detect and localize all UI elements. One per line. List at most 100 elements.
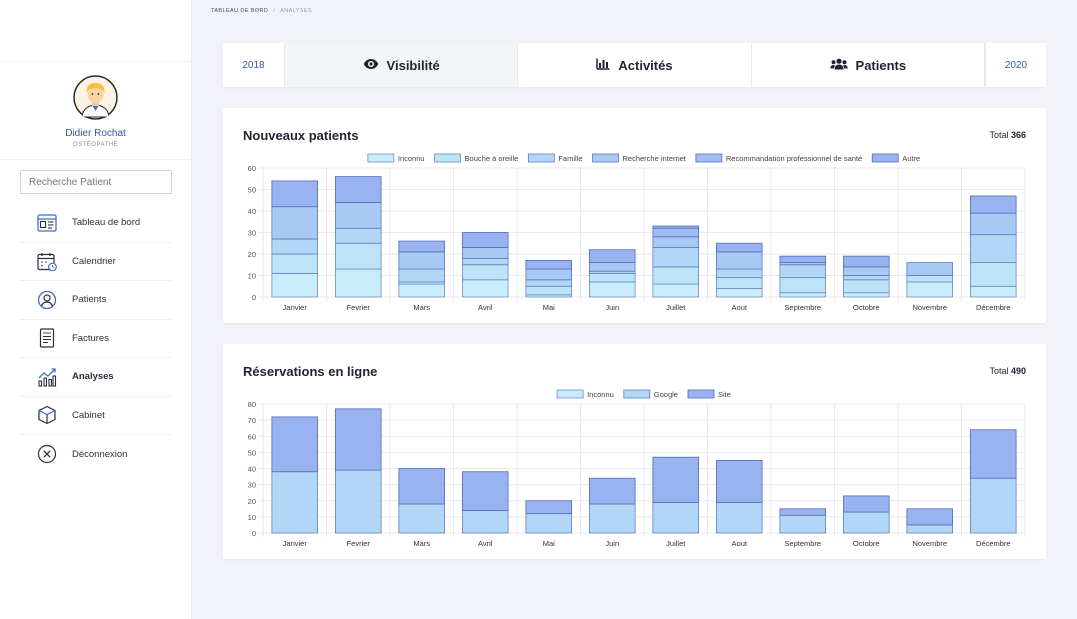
prev-year-button[interactable]: 2018 [223, 43, 285, 87]
x-tick-label: Fevrier [347, 539, 371, 548]
x-tick-label: Janvier [283, 539, 308, 548]
x-tick-label: Novembre [912, 303, 947, 312]
sidebar-item-cabinet[interactable]: Cabinet [20, 397, 171, 435]
bar-segment [842, 279, 890, 294]
sidebar-item-calendar[interactable]: Calendrier [20, 243, 171, 281]
x-tick-label: Octobre [853, 539, 880, 548]
bar-segment [588, 281, 636, 298]
bar-segment [461, 510, 509, 534]
bar-segment [398, 283, 446, 298]
x-tick-label: Novembre [912, 539, 947, 548]
bar-segment [334, 202, 382, 229]
x-tick-label: Mai [543, 303, 555, 312]
tab-label: Patients [855, 57, 907, 73]
legend-swatch [367, 153, 395, 163]
card-total: Total 366 [989, 130, 1026, 140]
legend-swatch [434, 153, 461, 163]
user-role: Ostéopathe [72, 142, 119, 148]
bar-segment [779, 255, 827, 263]
y-tick-label: 20 [248, 250, 256, 259]
bar-segment [525, 500, 573, 515]
sidebar-item-patients[interactable]: Patients [20, 281, 171, 320]
legend-swatch [527, 153, 555, 163]
bar-segment [715, 268, 763, 279]
sidebar-item-invoices[interactable]: Factures [20, 320, 171, 358]
bar-segment [461, 232, 509, 248]
x-tick-label: Aout [732, 539, 748, 548]
tab-visibility[interactable]: Visibilité [285, 43, 519, 87]
bar-segment [271, 206, 319, 240]
breadcrumb-dashboard-link[interactable]: Tableau de bord [211, 8, 269, 14]
legend-swatch [623, 389, 651, 399]
bar-segment [334, 242, 382, 270]
bar-segment [398, 251, 446, 270]
y-tick-label: 30 [248, 481, 256, 490]
legend-swatch [556, 389, 584, 399]
bar-segment [779, 277, 827, 294]
x-tick-label: Janvier [283, 303, 308, 312]
sidebar-item-dashboard[interactable]: Tableau de bord [20, 204, 171, 243]
y-tick-label: 70 [248, 416, 256, 425]
calendar-icon [36, 250, 58, 272]
total-value: 366 [1010, 130, 1026, 140]
logout-icon [36, 443, 58, 465]
bar-segment [271, 471, 319, 534]
x-tick-label: Décembre [976, 303, 1011, 312]
legend-label: Recommandation professionnel de santé [726, 154, 862, 163]
y-tick-label: 0 [252, 529, 256, 538]
tab-label: Activités [618, 57, 673, 73]
bar-segment [271, 272, 319, 298]
bar-segment [842, 511, 890, 534]
tab-activities[interactable]: Activités [518, 43, 752, 87]
legend-label: Bouche à oreille [465, 154, 519, 163]
sidebar-item-label: Cabinet [72, 409, 105, 421]
x-tick-label: Septembre [784, 303, 821, 312]
bar-segment [398, 240, 446, 253]
new-patients-card: Nouveaux patients Total 366 0 10 20 30 40 50 6… [223, 108, 1046, 323]
breadcrumb-separator: / [273, 8, 276, 14]
chart-grid [259, 167, 1026, 301]
x-tick-label: Décembre [976, 539, 1011, 548]
sidebar-item-label: Patients [72, 294, 107, 306]
card-total: Total 490 [989, 366, 1026, 376]
bar-segment [461, 264, 509, 281]
invoice-icon [36, 327, 58, 349]
breadcrumb-current: Analyses [280, 8, 313, 14]
bar-segment [652, 227, 700, 238]
avatar[interactable] [73, 75, 118, 120]
bar-segment [652, 501, 700, 534]
bar-segment [588, 262, 636, 272]
bar-segment [461, 247, 509, 259]
y-tick-label: 60 [248, 432, 256, 441]
x-tick-label: Fevrier [347, 303, 371, 312]
bar-segment [525, 260, 573, 270]
bar-segment [652, 283, 700, 298]
bar-segment [779, 264, 827, 279]
online-reservations-chart: 0 10 20 30 40 50 60 70 80 Janvier Fevrier Mars Avril… [248, 389, 1026, 548]
bar-segment [461, 471, 509, 511]
bar-segment [842, 495, 890, 513]
y-tick-label: 80 [248, 400, 256, 409]
legend-label: Recherche internet [623, 154, 687, 163]
x-tick-label: Avril [478, 303, 493, 312]
total-value: 490 [1010, 366, 1026, 376]
bar-segment [906, 524, 954, 534]
bar-segment [715, 251, 763, 270]
search-patient-input[interactable] [20, 170, 172, 194]
next-year-button[interactable]: 2020 [984, 43, 1046, 87]
bar-segment [715, 501, 763, 534]
bar-segment [271, 253, 319, 274]
y-tick-label: 30 [248, 229, 256, 238]
x-tick-label: Juin [605, 539, 619, 548]
sidebar-header [0, 0, 191, 62]
y-tick-label: 40 [248, 465, 256, 474]
tab-patients[interactable]: Patients [752, 43, 985, 87]
legend-swatch [695, 153, 723, 163]
sidebar-item-logout[interactable]: Déconnexion [20, 435, 171, 474]
y-tick-label: 10 [248, 272, 256, 281]
sidebar-item-analytics[interactable]: Analyses [20, 358, 171, 397]
x-tick-label: Octobre [853, 303, 880, 312]
y-tick-label: 10 [248, 513, 256, 522]
legend-label: Inconnu [398, 154, 425, 163]
card-title: Réservations en ligne [243, 364, 378, 379]
